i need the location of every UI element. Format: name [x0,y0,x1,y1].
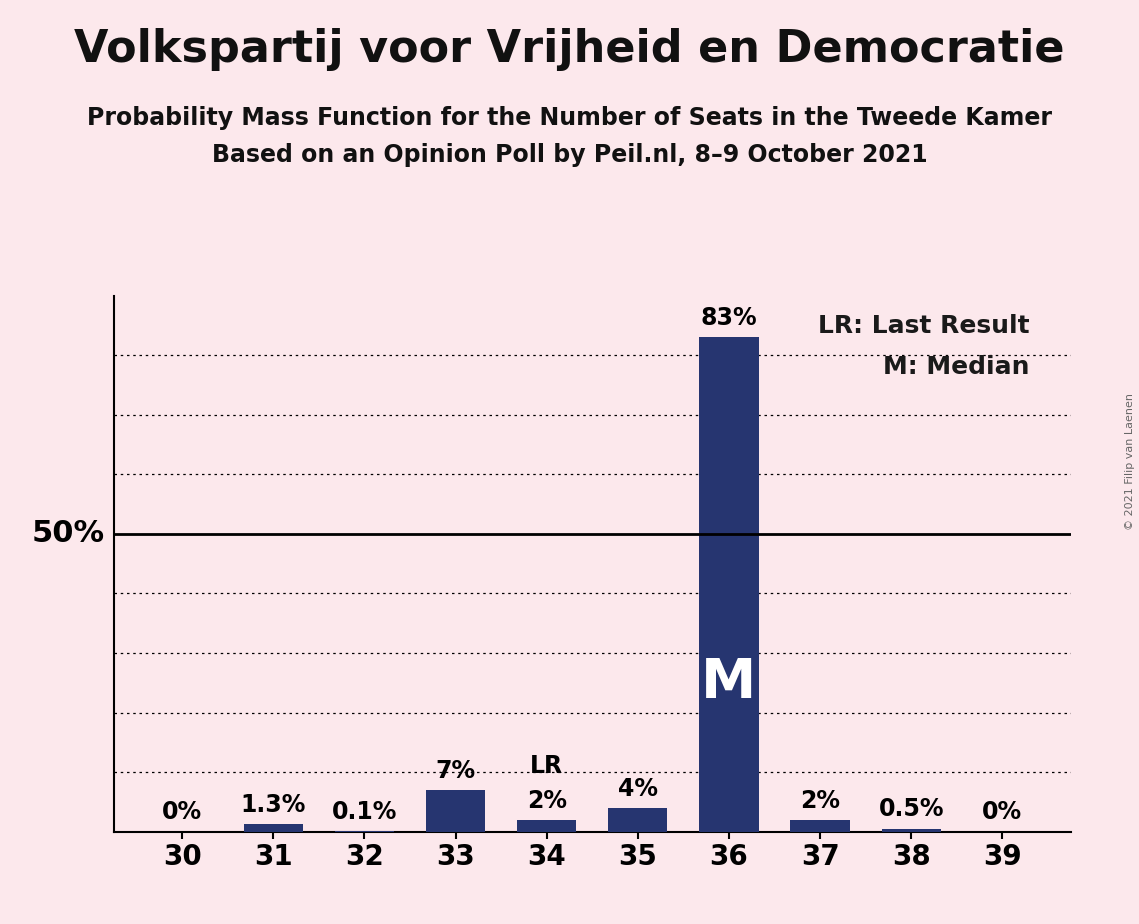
Text: M: M [702,656,756,710]
Bar [608,808,667,832]
Text: Volkspartij voor Vrijheid en Democratie: Volkspartij voor Vrijheid en Democratie [74,28,1065,71]
Bar [517,820,576,832]
Text: 0.1%: 0.1% [331,800,398,824]
Text: 2%: 2% [800,788,841,812]
Bar [882,829,941,832]
Text: 1.3%: 1.3% [240,793,306,817]
Text: 4%: 4% [617,777,658,800]
Text: LR: Last Result: LR: Last Result [818,313,1030,337]
Text: 0.5%: 0.5% [878,797,944,821]
Text: 83%: 83% [700,306,757,330]
Text: 0%: 0% [162,800,203,824]
Text: 0%: 0% [982,800,1023,824]
Text: 50%: 50% [32,519,105,548]
Bar [699,337,759,832]
Text: 7%: 7% [435,759,476,783]
Bar [244,824,303,832]
Text: M: Median: M: Median [883,355,1030,379]
Text: Probability Mass Function for the Number of Seats in the Tweede Kamer: Probability Mass Function for the Number… [87,106,1052,130]
Bar [426,790,485,832]
Text: LR: LR [530,754,564,778]
Text: © 2021 Filip van Laenen: © 2021 Filip van Laenen [1125,394,1134,530]
Text: 2%: 2% [526,788,567,812]
Text: Based on an Opinion Poll by Peil.nl, 8–9 October 2021: Based on an Opinion Poll by Peil.nl, 8–9… [212,143,927,167]
Bar [790,820,850,832]
